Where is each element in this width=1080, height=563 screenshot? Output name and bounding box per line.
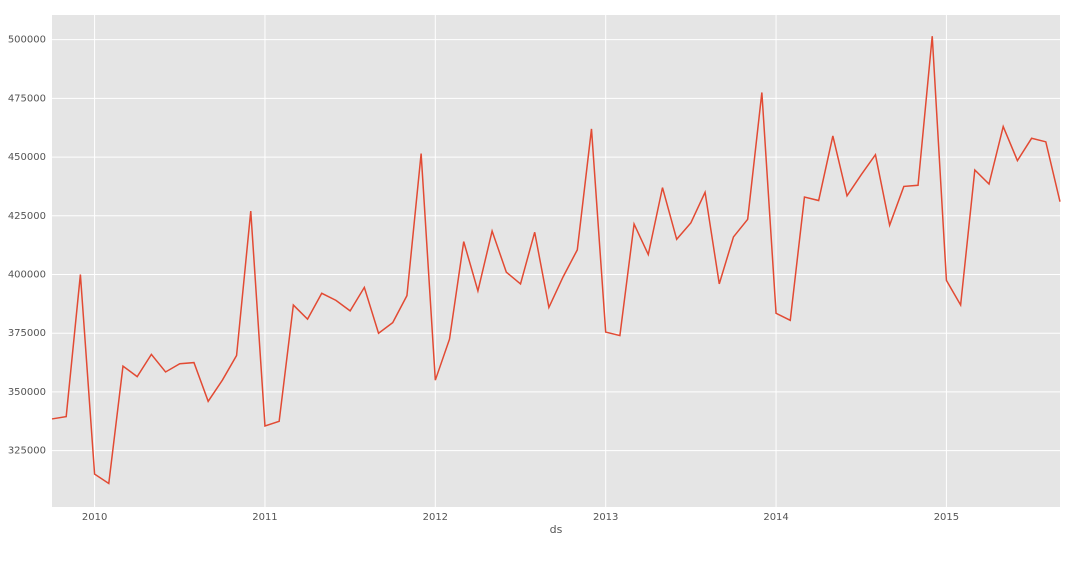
y-tick-label: 375000	[8, 328, 46, 339]
y-tick-label: 350000	[8, 387, 46, 398]
y-tick-label: 500000	[8, 35, 46, 46]
series-line	[51, 36, 1061, 485]
y-tick-label: 425000	[8, 211, 46, 222]
x-tick-label: 2012	[423, 512, 448, 523]
y-tick-label: 400000	[8, 270, 46, 281]
x-axis-label: ds	[550, 523, 563, 536]
x-tick-label: 2013	[593, 512, 618, 523]
y-tick-label: 475000	[8, 93, 46, 104]
y-tick-label: 325000	[8, 446, 46, 457]
x-tick-label: 2011	[252, 512, 277, 523]
x-tick-label: 2010	[82, 512, 107, 523]
y-tick-label: 450000	[8, 152, 46, 163]
plot-area	[52, 15, 1060, 507]
x-tick-label: 2015	[934, 512, 959, 523]
x-tick-label: 2014	[763, 512, 788, 523]
